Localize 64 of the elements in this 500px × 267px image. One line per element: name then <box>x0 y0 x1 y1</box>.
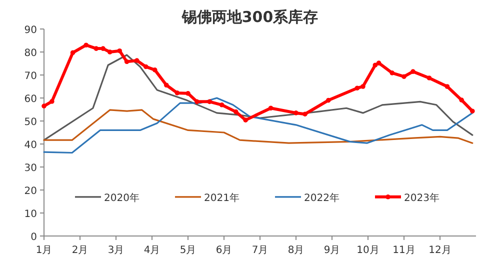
point <box>360 84 366 89</box>
point <box>207 99 212 104</box>
point <box>426 76 432 80</box>
x-tick-label: 4月 <box>144 245 160 256</box>
x-tick-label: 8月 <box>288 245 304 256</box>
y-tick-label: 90 <box>24 25 37 36</box>
y-tick-label: 60 <box>24 94 37 105</box>
point <box>117 48 122 54</box>
x-tick-label: 1月 <box>36 245 52 256</box>
point <box>354 86 360 91</box>
point <box>372 62 378 68</box>
point <box>124 59 130 64</box>
y-tick-label: 40 <box>24 140 37 151</box>
x-tick-label: 5月 <box>180 245 196 256</box>
x-tick-label: 9月 <box>324 245 340 256</box>
point <box>459 98 464 102</box>
point <box>294 110 298 116</box>
point <box>444 84 450 89</box>
point <box>390 70 395 76</box>
point <box>268 106 274 111</box>
line-series <box>43 97 474 154</box>
point <box>134 58 140 63</box>
point <box>164 82 169 88</box>
point <box>302 112 308 116</box>
point <box>50 99 54 104</box>
y-tick-label: 50 <box>24 117 37 128</box>
point <box>186 91 190 96</box>
line-series <box>43 54 474 141</box>
y-tick-label: 10 <box>24 209 37 220</box>
point <box>194 99 200 104</box>
point <box>219 102 224 108</box>
point <box>376 60 382 66</box>
chart-title: 锡佛两地300系库存 <box>180 8 318 26</box>
y-tick-label: 20 <box>24 186 37 197</box>
legend-label: 2021年 <box>204 192 240 204</box>
legend-label: 2020年 <box>104 192 140 204</box>
point <box>143 64 148 70</box>
x-tick-label: 2月 <box>72 245 88 256</box>
x-tick-label: 10月 <box>356 245 380 256</box>
point <box>326 98 331 103</box>
point <box>84 42 89 48</box>
x-tick-label: 7月 <box>252 245 268 256</box>
x-tick-label: 3月 <box>108 245 124 256</box>
point <box>174 90 180 96</box>
point <box>233 109 238 114</box>
y-tick-label: 30 <box>24 163 37 174</box>
y-tick-label: 70 <box>24 71 37 82</box>
point <box>243 118 248 122</box>
x-tick-label: 6月 <box>216 245 232 256</box>
legend-label: 2022年 <box>304 192 340 204</box>
legend-label: 2023年 <box>404 192 440 204</box>
point <box>470 108 475 114</box>
line-series <box>43 109 474 144</box>
point <box>402 74 406 80</box>
point <box>410 69 416 74</box>
x-tick-label: 12月 <box>428 245 452 256</box>
y-tick-label: 0 <box>30 232 37 243</box>
point <box>70 50 76 56</box>
point <box>152 68 158 72</box>
x-tick-label: 11月 <box>392 245 416 256</box>
point <box>107 50 112 54</box>
y-tick-label: 80 <box>24 48 37 59</box>
point <box>100 46 106 51</box>
point <box>42 104 46 108</box>
